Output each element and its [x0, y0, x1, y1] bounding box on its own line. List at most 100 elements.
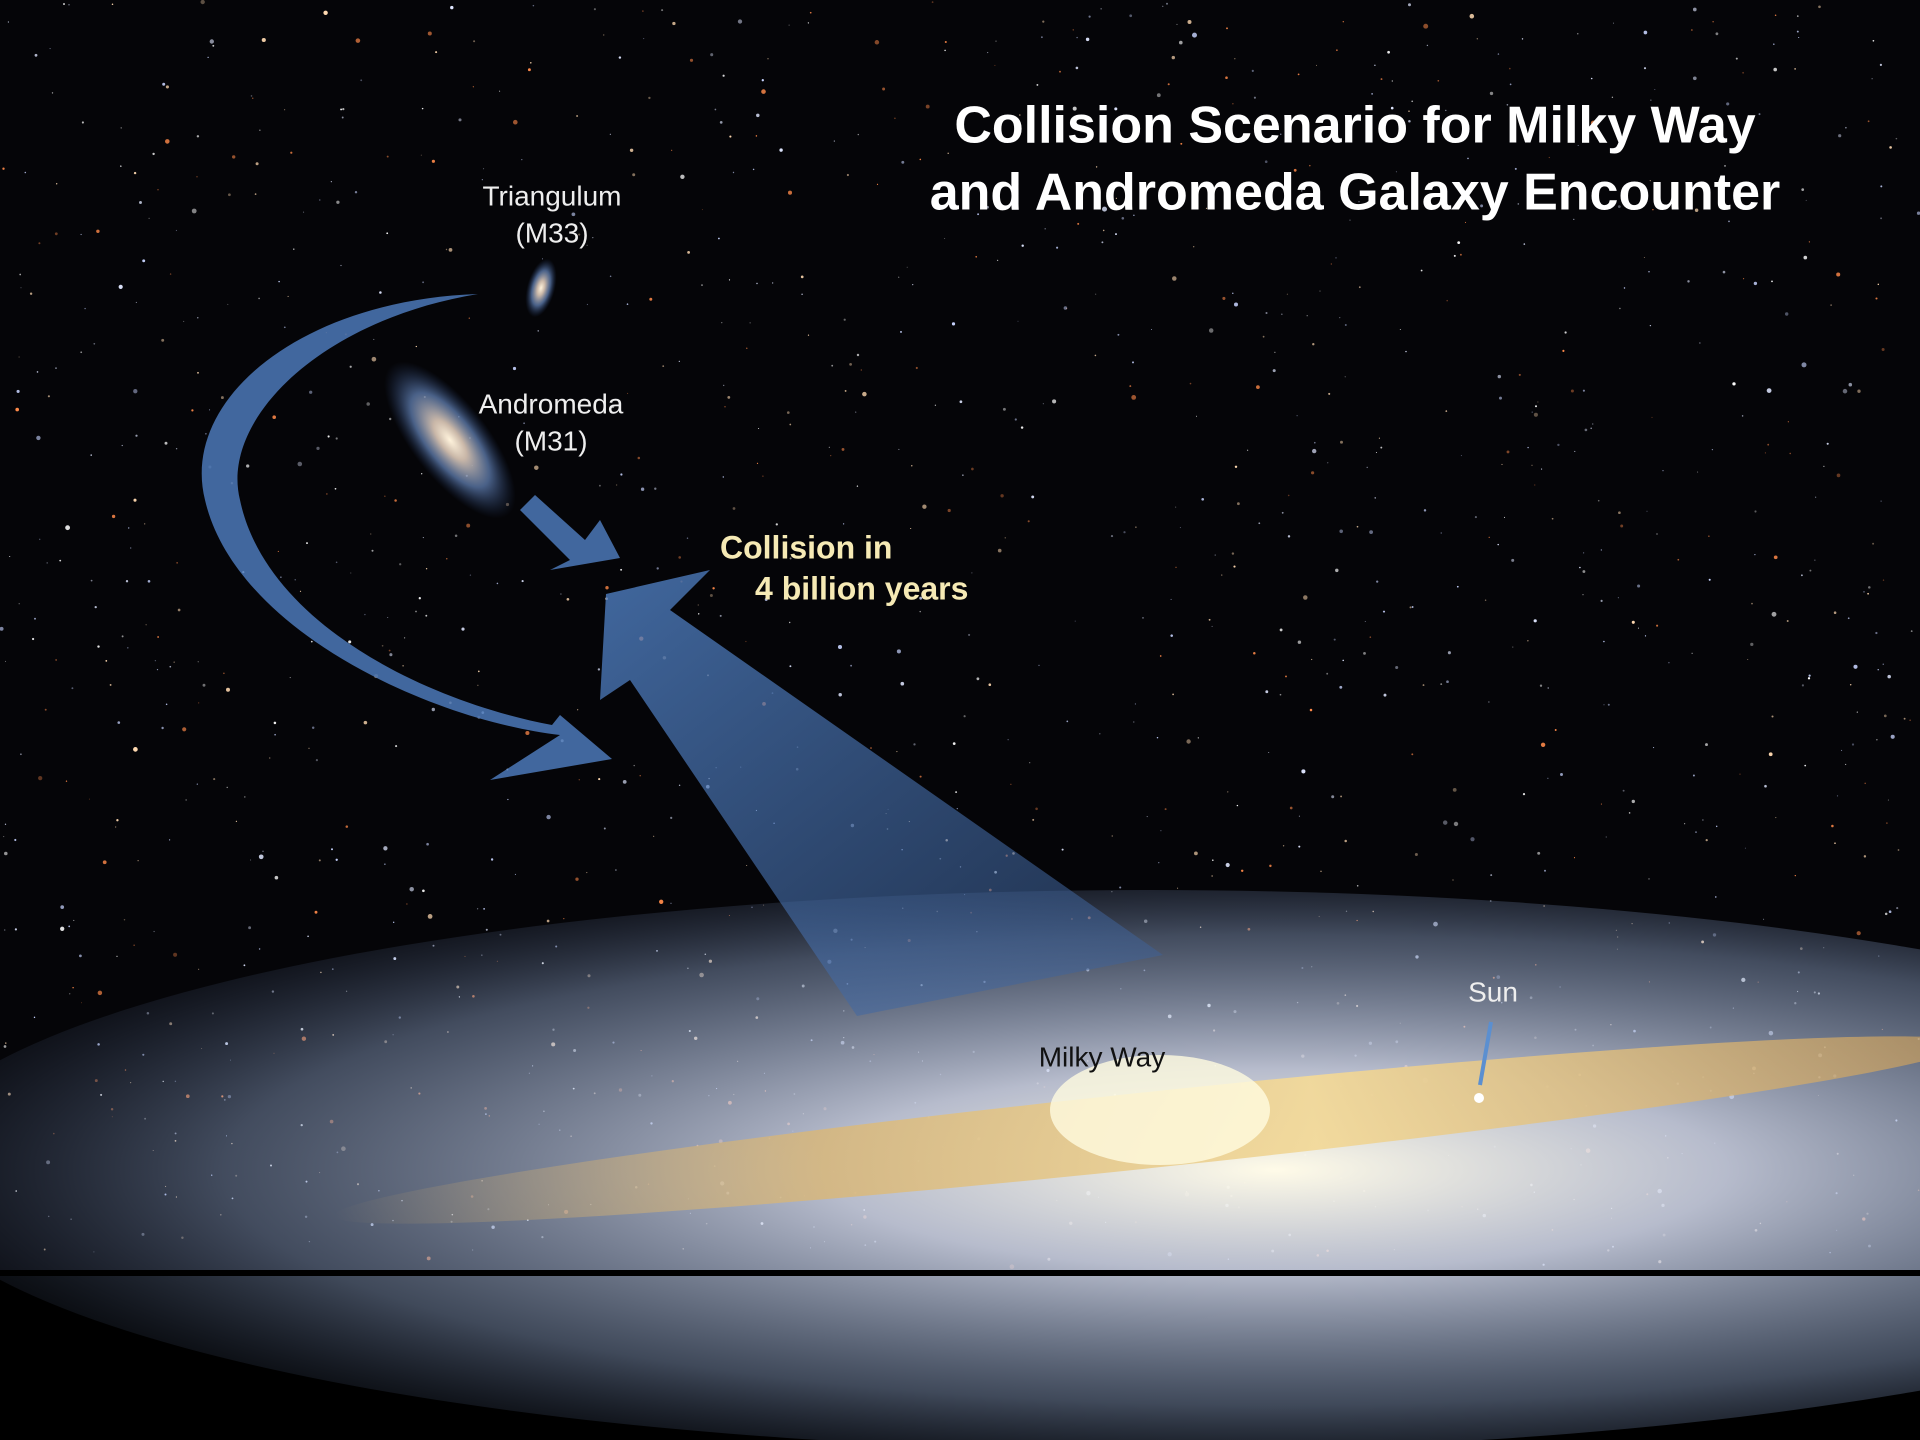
star [315, 911, 318, 914]
star [1158, 862, 1159, 863]
star [1534, 484, 1535, 485]
star [37, 371, 39, 373]
star [1370, 636, 1372, 638]
star [161, 339, 164, 342]
star [1656, 533, 1658, 535]
star [1488, 701, 1489, 702]
star [1532, 411, 1533, 412]
star [1771, 715, 1773, 717]
star [1498, 53, 1499, 54]
star [1269, 865, 1271, 867]
star [1712, 21, 1713, 22]
star [1801, 574, 1803, 576]
star [1326, 673, 1328, 675]
star [149, 218, 150, 219]
star [701, 284, 702, 285]
star [1845, 764, 1846, 765]
star [913, 743, 915, 745]
star [1708, 536, 1709, 537]
star [1367, 467, 1368, 468]
star [269, 757, 270, 758]
star [1524, 243, 1526, 245]
star [1656, 625, 1658, 627]
star [1684, 823, 1685, 824]
star [1548, 687, 1549, 688]
star [389, 418, 391, 420]
star [829, 447, 830, 448]
star [1583, 552, 1584, 553]
star [1062, 849, 1064, 851]
star [1268, 752, 1269, 753]
star [1511, 559, 1514, 562]
star [653, 836, 654, 837]
star [753, 169, 755, 171]
star [1387, 51, 1390, 54]
star [1705, 743, 1708, 746]
star [82, 121, 84, 123]
star [1170, 634, 1173, 637]
star [1280, 694, 1282, 696]
star [1165, 808, 1167, 810]
star [5, 824, 6, 825]
star [855, 411, 856, 412]
star [20, 753, 22, 755]
star [1695, 831, 1696, 832]
star [1654, 89, 1655, 90]
star [262, 851, 263, 852]
star [572, 212, 576, 216]
star [1632, 621, 1635, 624]
star [435, 51, 437, 53]
star [1537, 852, 1540, 855]
star [477, 908, 478, 909]
star [1412, 606, 1414, 608]
star [455, 534, 458, 537]
star [236, 821, 237, 822]
star [1445, 410, 1447, 412]
star [1544, 870, 1546, 872]
star [1837, 795, 1838, 796]
star [1017, 321, 1018, 322]
star [1411, 753, 1413, 755]
star [1281, 314, 1282, 315]
star [1797, 31, 1799, 33]
star [729, 279, 730, 280]
label: (M33) [515, 217, 588, 248]
star [1732, 382, 1735, 385]
star [309, 391, 312, 394]
star [364, 614, 365, 615]
star [1868, 120, 1870, 122]
star [1123, 531, 1125, 533]
star [1648, 878, 1650, 880]
star [1898, 849, 1900, 851]
star [538, 330, 539, 331]
star [112, 515, 115, 518]
star [157, 669, 158, 670]
star [720, 121, 723, 124]
star [1194, 852, 1198, 856]
star [133, 747, 138, 752]
star [213, 778, 215, 780]
star [1843, 389, 1848, 394]
star [920, 776, 922, 778]
star [370, 533, 371, 534]
star [533, 5, 535, 7]
star [971, 468, 974, 471]
star [473, 86, 474, 87]
star [66, 781, 67, 782]
star [875, 40, 880, 45]
star [610, 134, 611, 135]
star [1375, 497, 1376, 498]
star [24, 172, 26, 174]
star [1212, 626, 1213, 627]
star [710, 594, 713, 597]
star [1878, 669, 1879, 670]
star [122, 635, 124, 637]
star [1263, 336, 1265, 338]
star [1077, 223, 1079, 225]
star [1619, 308, 1620, 309]
star [1339, 317, 1340, 318]
star [1603, 641, 1605, 643]
star [166, 704, 168, 706]
star [1112, 835, 1113, 836]
star [1739, 774, 1740, 775]
